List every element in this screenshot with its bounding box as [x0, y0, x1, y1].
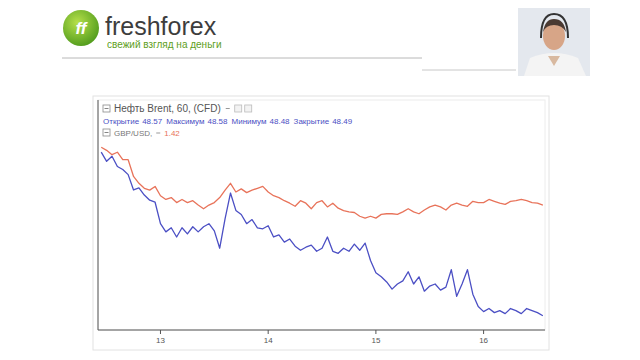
- legend-button: [235, 105, 242, 112]
- legend-toggle: [103, 105, 110, 112]
- legend-info-label: Открытие: [103, 117, 140, 126]
- legend-info-label: Максимум: [166, 117, 204, 126]
- legend-last-value: 1.42: [164, 129, 180, 138]
- legend-info-value: 48.57: [142, 117, 163, 126]
- legend-toggle-minus: [105, 108, 109, 109]
- x-tick-label: 16: [479, 336, 488, 345]
- header-rule: [422, 70, 516, 71]
- legend-info: Открытие48.57Максимум48.58 Минимум48.48За…: [103, 117, 353, 126]
- series-line: [101, 152, 543, 316]
- x-tick: [160, 330, 161, 334]
- webcam-hair: [543, 19, 566, 32]
- legend-info-value: 48.48: [270, 117, 291, 126]
- legend-info-value: 48.58: [207, 117, 228, 126]
- y-axis-line: [98, 100, 99, 330]
- series-line: [101, 147, 543, 218]
- logo-circle: [63, 10, 99, 46]
- series-group: [101, 147, 543, 315]
- webcam-neck: [548, 56, 560, 66]
- legend-dash: [226, 108, 230, 109]
- x-tick: [268, 330, 269, 334]
- legend-name: Нефть Brent, 60, (CFD): [114, 103, 221, 114]
- webcam-shirt: [524, 53, 586, 76]
- x-tick-label: 14: [264, 336, 273, 345]
- legend-info-label: Закрытие: [294, 117, 330, 126]
- x-tick: [375, 330, 376, 334]
- legend-info-value: 48.49: [332, 117, 353, 126]
- legend-button: [245, 105, 252, 112]
- webcam-bg: [518, 8, 590, 76]
- legend-name: GBP/USD,: [114, 129, 152, 138]
- slide: ff freshforexсвежий взгляд на деньги 13 14 1…: [0, 0, 640, 360]
- x-tick: [483, 330, 484, 334]
- x-tick-label: 13: [156, 336, 165, 345]
- plot-frame: [98, 100, 545, 330]
- background: [0, 0, 640, 360]
- legend-info-label: Минимум: [232, 117, 267, 126]
- webcam-headset: [541, 14, 568, 38]
- chart-image-border: [93, 96, 549, 350]
- brand: freshforex: [105, 12, 217, 40]
- webcam: [518, 8, 590, 76]
- x-axis-line: [98, 330, 545, 331]
- logo-text: ff: [75, 19, 88, 38]
- x-tick-label: 15: [371, 336, 380, 345]
- legend-toggle-minus: [105, 132, 109, 133]
- header-rule: [62, 58, 422, 59]
- legend-dash: [156, 133, 160, 134]
- slogan: свежий взгляд на деньги: [107, 39, 222, 50]
- legend-toggle: [103, 129, 110, 136]
